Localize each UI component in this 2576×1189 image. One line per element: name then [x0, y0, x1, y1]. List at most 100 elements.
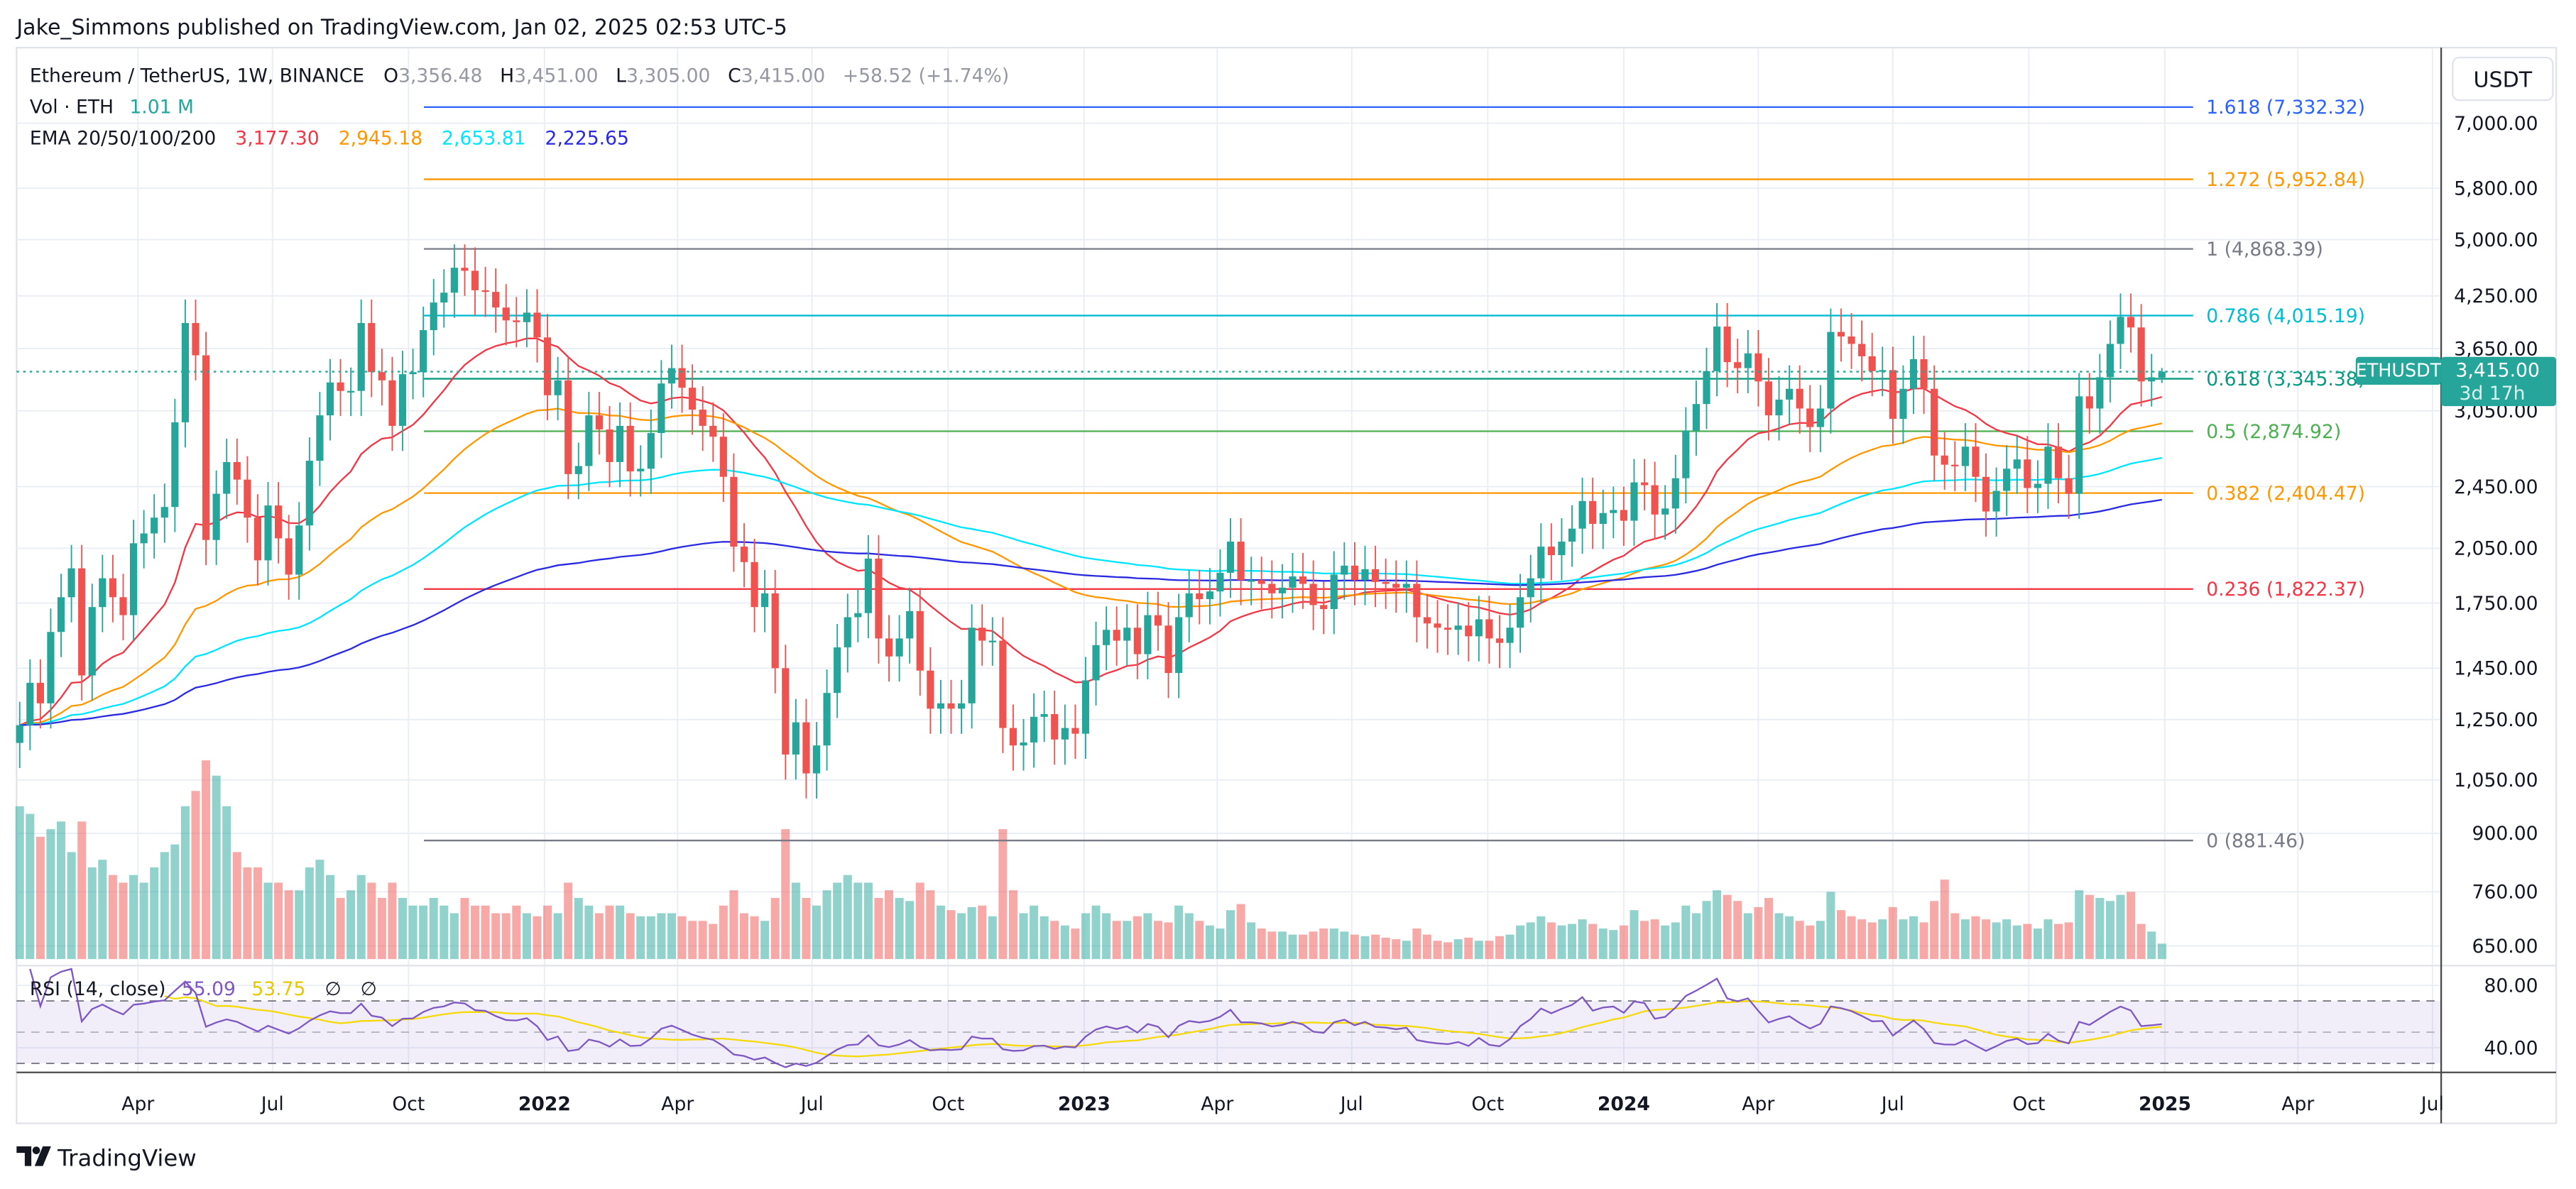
candle[interactable]: [1951, 441, 1959, 491]
candle[interactable]: [140, 510, 148, 569]
symbol-legend[interactable]: Ethereum / TetherUS, 1W, BINANCE O3,356.…: [30, 65, 1009, 150]
candle[interactable]: [957, 679, 966, 734]
candle[interactable]: [875, 535, 883, 664]
candle[interactable]: [57, 574, 65, 657]
candle[interactable]: [740, 523, 748, 588]
candle[interactable]: [1350, 542, 1359, 606]
time-axis[interactable]: Apr Jul Oct 2022 Apr Jul Oct 2023 Apr Jul Oct 2024 A…: [121, 1093, 2444, 1115]
candle[interactable]: [326, 358, 334, 441]
candle[interactable]: [430, 279, 437, 356]
candle[interactable]: [1248, 557, 1255, 606]
candle[interactable]: [347, 367, 355, 417]
candle[interactable]: [481, 266, 489, 317]
candle[interactable]: [450, 244, 458, 318]
candle[interactable]: [151, 494, 158, 559]
candle[interactable]: [1465, 602, 1473, 662]
candle[interactable]: [606, 405, 613, 488]
candle[interactable]: [2127, 293, 2135, 353]
candle[interactable]: [181, 300, 190, 448]
candle[interactable]: [1123, 604, 1131, 666]
tradingview-logo[interactable]: TradingView: [16, 1145, 197, 1172]
candle[interactable]: [1071, 704, 1079, 759]
candle[interactable]: [244, 456, 251, 543]
candle[interactable]: [2137, 304, 2145, 407]
candle[interactable]: [1806, 385, 1814, 452]
candle[interactable]: [1175, 593, 1183, 698]
candle[interactable]: [264, 482, 272, 586]
candle[interactable]: [2148, 354, 2156, 407]
candle[interactable]: [1185, 569, 1193, 642]
candle[interactable]: [709, 402, 717, 462]
candle[interactable]: [2075, 373, 2083, 519]
candle[interactable]: [1671, 454, 1679, 534]
candle[interactable]: [1133, 604, 1141, 679]
candle[interactable]: [2096, 354, 2104, 434]
candle[interactable]: [295, 502, 303, 600]
candle[interactable]: [1786, 365, 1794, 425]
candle[interactable]: [1972, 423, 1980, 503]
candle[interactable]: [1341, 542, 1348, 600]
candle[interactable]: [1030, 693, 1038, 768]
candle[interactable]: [368, 300, 376, 398]
candle[interactable]: [1527, 554, 1534, 623]
candle[interactable]: [192, 300, 200, 380]
candle[interactable]: [1734, 339, 1742, 393]
candle[interactable]: [1661, 485, 1669, 540]
candle[interactable]: [78, 544, 86, 701]
candle[interactable]: [119, 574, 127, 641]
candle[interactable]: [160, 483, 168, 543]
candle[interactable]: [689, 364, 697, 435]
candle[interactable]: [626, 402, 634, 497]
candle[interactable]: [1568, 505, 1576, 567]
candle[interactable]: [2158, 368, 2166, 383]
candle[interactable]: [1744, 329, 1752, 393]
candle[interactable]: [637, 445, 645, 497]
currency-button[interactable]: USDT: [2452, 56, 2554, 102]
candle[interactable]: [2054, 423, 2063, 504]
candle[interactable]: [1081, 657, 1090, 759]
candle[interactable]: [1371, 545, 1380, 608]
candle[interactable]: [1413, 560, 1421, 642]
candle[interactable]: [88, 583, 96, 701]
candle[interactable]: [1796, 365, 1803, 434]
candle[interactable]: [864, 535, 872, 639]
candle[interactable]: [502, 284, 510, 346]
candle[interactable]: [337, 358, 344, 417]
candle[interactable]: [461, 244, 469, 296]
candle[interactable]: [812, 722, 821, 799]
candle[interactable]: [823, 669, 831, 771]
candle[interactable]: [1651, 461, 1659, 540]
candle[interactable]: [678, 344, 686, 413]
candle[interactable]: [16, 701, 23, 768]
candle[interactable]: [1278, 564, 1286, 619]
candle[interactable]: [2024, 436, 2031, 513]
candle[interactable]: [1837, 308, 1845, 362]
candle[interactable]: [26, 659, 34, 750]
candle[interactable]: [1103, 606, 1110, 671]
candle[interactable]: [1309, 560, 1317, 630]
candle[interactable]: [1506, 604, 1514, 669]
candle[interactable]: [1517, 574, 1524, 653]
candle[interactable]: [1475, 596, 1483, 662]
candle[interactable]: [1092, 621, 1100, 706]
candle[interactable]: [1982, 453, 1990, 537]
candle[interactable]: [1392, 560, 1400, 613]
candle[interactable]: [595, 392, 604, 455]
candle[interactable]: [1547, 523, 1555, 581]
candle[interactable]: [1009, 704, 1017, 771]
candle[interactable]: [1992, 467, 2000, 537]
candles[interactable]: [16, 244, 2166, 799]
candle[interactable]: [2117, 293, 2124, 369]
candle[interactable]: [1899, 365, 1907, 444]
candle[interactable]: [1764, 358, 1773, 441]
candle[interactable]: [802, 698, 810, 799]
candle[interactable]: [895, 615, 903, 682]
candle[interactable]: [1723, 303, 1731, 388]
candle[interactable]: [782, 645, 790, 780]
candle[interactable]: [751, 538, 758, 632]
candle[interactable]: [574, 442, 582, 500]
candle[interactable]: [554, 356, 562, 421]
candle[interactable]: [202, 332, 210, 566]
candle[interactable]: [1434, 600, 1441, 653]
